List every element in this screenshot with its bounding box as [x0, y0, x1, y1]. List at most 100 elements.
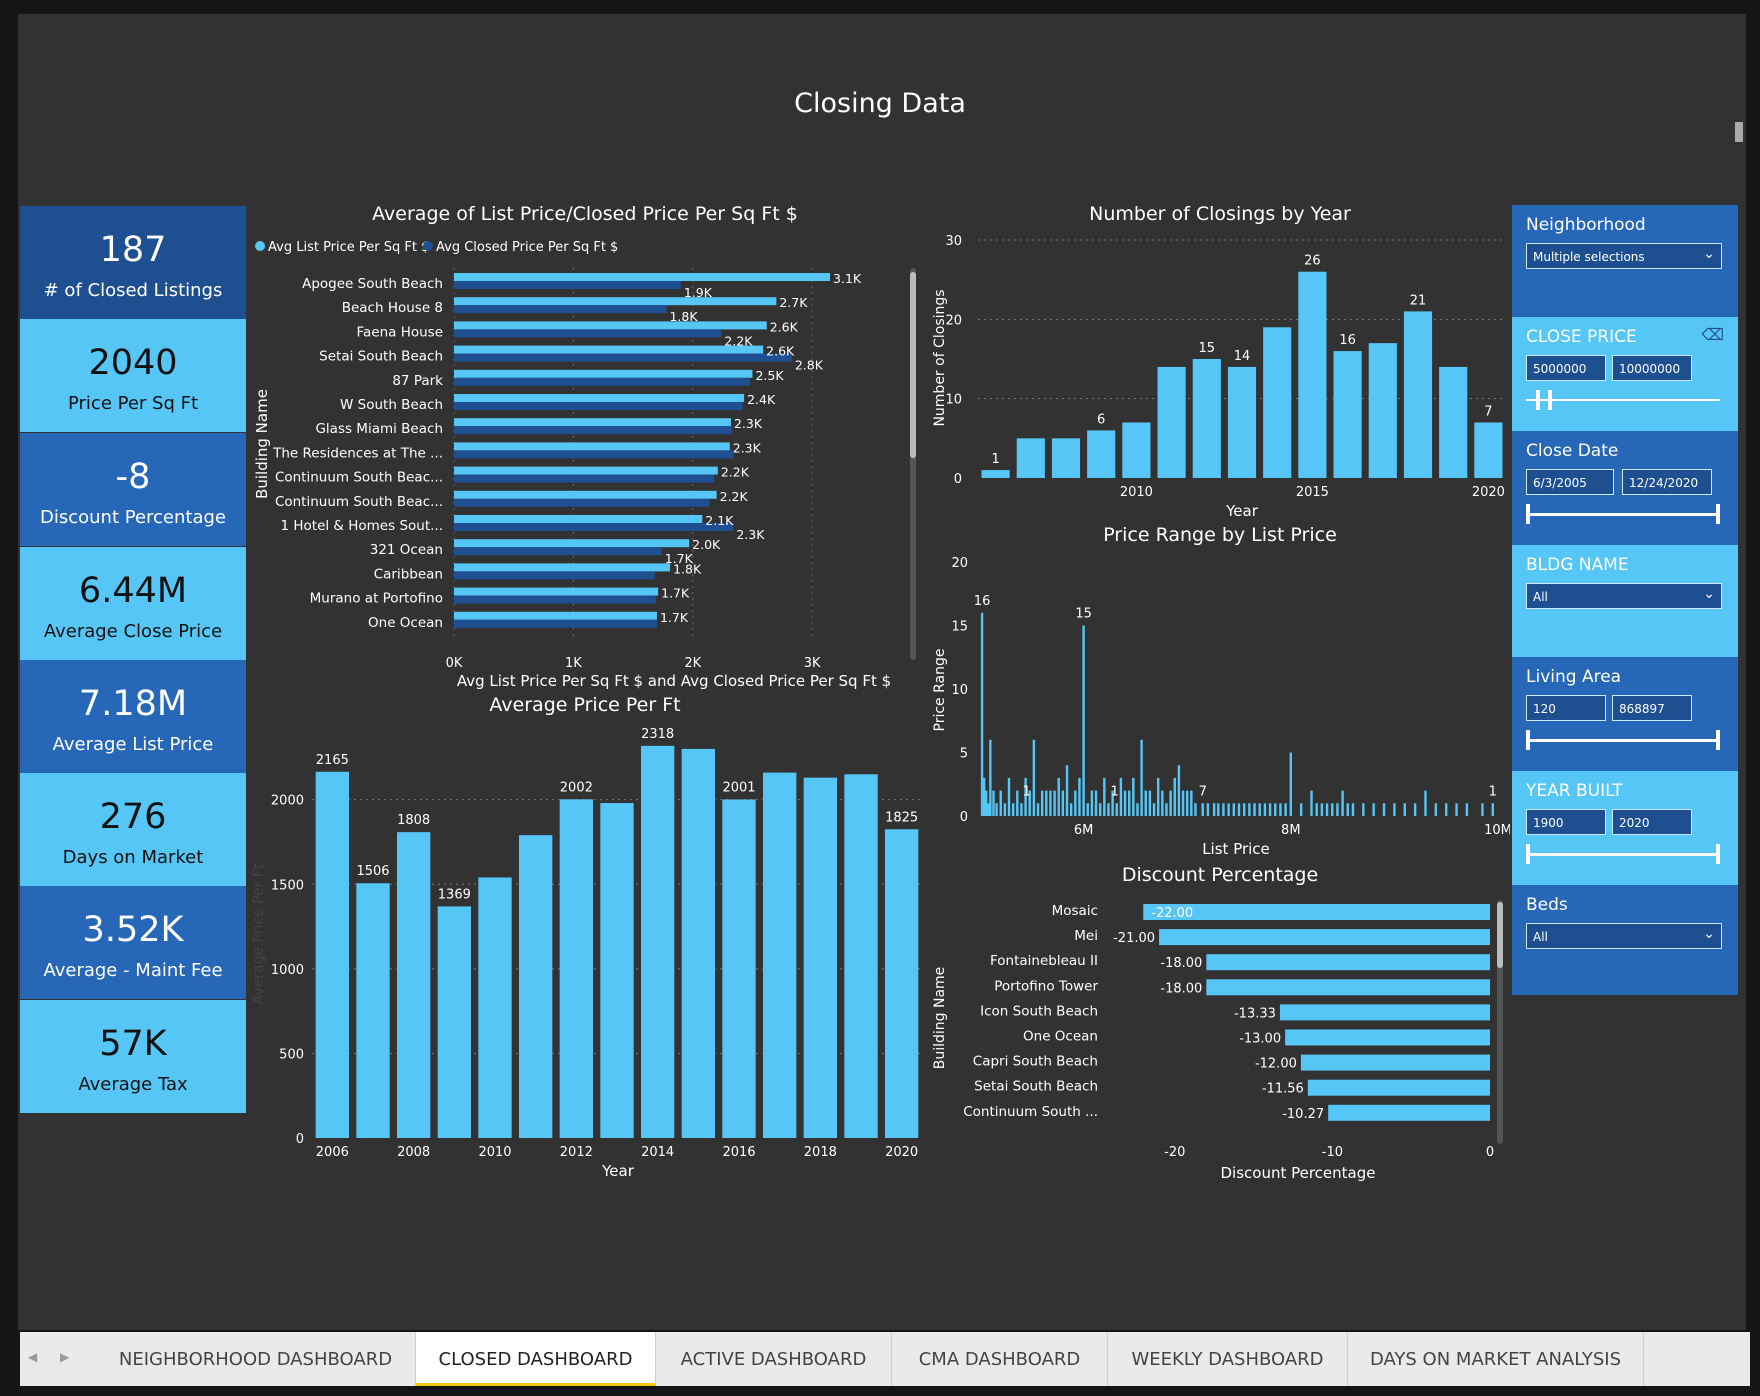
year-built-slider[interactable]	[1526, 844, 1720, 864]
bar	[722, 799, 756, 1138]
x-tick-label: 1K	[565, 656, 582, 671]
x-tick-label: 2K	[684, 656, 701, 671]
kpi-label: # of Closed Listings	[43, 280, 223, 301]
kpi-value: 57K	[99, 1024, 167, 1064]
bar	[1152, 803, 1156, 816]
page-title: Closing Data	[794, 88, 966, 119]
slicer-year-built: YEAR BUILT 1900 2020	[1512, 771, 1738, 885]
bar	[1368, 343, 1397, 478]
year-built-max-input[interactable]: 2020	[1612, 809, 1692, 835]
chevron-down-icon: ⌄	[1703, 926, 1715, 942]
bar	[1263, 803, 1267, 816]
page-scroll-thumb[interactable]	[1735, 122, 1743, 142]
data-label: 2001	[722, 780, 755, 795]
bar-closed-price	[454, 281, 681, 289]
year-built-min-input[interactable]: 1900	[1526, 809, 1606, 835]
beds-dropdown[interactable]: All ⌄	[1526, 923, 1722, 949]
bar	[803, 777, 838, 1138]
close-date-start-input[interactable]: 6/3/2005	[1526, 469, 1614, 495]
bar	[1232, 803, 1236, 816]
kpi-label: Average Close Price	[43, 621, 223, 642]
x-tick-label: 2008	[397, 1145, 430, 1160]
data-label: 1369	[438, 887, 471, 902]
slicer-beds: Beds All ⌄	[1512, 885, 1738, 995]
slider-handle-min[interactable]	[1526, 844, 1530, 864]
slider-handle-max[interactable]	[1548, 390, 1552, 410]
living-area-max-input[interactable]: 868897	[1612, 695, 1692, 721]
data-label: -22.00	[1151, 906, 1193, 921]
bar	[559, 799, 594, 1138]
slider-handle-min[interactable]	[1526, 504, 1530, 524]
kpi-label: Average List Price	[52, 734, 214, 755]
bar	[1051, 438, 1081, 478]
living-area-min-input[interactable]: 120	[1526, 695, 1606, 721]
tab-scroll-left-icon[interactable]: ◀	[28, 1350, 38, 1364]
tab-scroll-right-icon[interactable]: ▶	[60, 1350, 70, 1364]
category-label: 321 Ocean	[370, 542, 443, 558]
close-price-slider[interactable]	[1526, 390, 1720, 410]
kpi-value: 276	[99, 797, 167, 837]
legend-label: Avg Closed Price Per Sq Ft $	[436, 240, 618, 255]
slider-handle-max[interactable]	[1716, 844, 1720, 864]
slider-handle-min[interactable]	[1526, 730, 1530, 750]
eraser-icon[interactable]: ⌫	[1701, 325, 1724, 344]
bar	[1032, 739, 1036, 816]
tab-cma-dashboard[interactable]: CMA DASHBOARD	[892, 1332, 1108, 1386]
neighborhood-dropdown[interactable]: Multiple selections ⌄	[1526, 243, 1722, 269]
x-tick-label: 2006	[316, 1145, 349, 1160]
bar	[1331, 803, 1334, 816]
bar	[1333, 351, 1362, 478]
data-label: 1	[991, 452, 999, 467]
kpi-value: 3.52K	[82, 910, 184, 950]
apf-chart-title: Average Price Per Ft	[489, 694, 681, 716]
slider-handle-max[interactable]	[1716, 504, 1720, 524]
bar	[1481, 803, 1484, 816]
bar	[1061, 790, 1065, 816]
category-label: Setai South Beach	[319, 349, 443, 365]
category-label: Mosaic	[1052, 903, 1098, 919]
legend-marker	[255, 241, 265, 251]
bar	[1140, 739, 1143, 816]
slicer-living-area: Living Area 120 868897	[1512, 657, 1738, 771]
tab-days-on-market-analysis[interactable]: DAYS ON MARKET ANALYSIS	[1348, 1332, 1644, 1386]
discount-chart: -20 -10 0 Mosaic -22.00 Mei -21.00 Fontaineblea…	[932, 900, 1503, 1182]
close-date-slider[interactable]	[1526, 504, 1720, 524]
apf-chart: 0 500 1000 1500 2000 2165 1506 1808 1369 2002 2318…	[251, 727, 922, 1180]
bldg-name-dropdown[interactable]: All ⌄	[1526, 583, 1722, 609]
tab-active-dashboard[interactable]: ACTIVE DASHBOARD	[656, 1332, 892, 1386]
bar	[1285, 1029, 1490, 1046]
tab-weekly-dashboard[interactable]: WEEKLY DASHBOARD	[1108, 1332, 1348, 1386]
close-price-min-input[interactable]: 5000000	[1526, 355, 1606, 381]
slider-handle-max[interactable]	[1716, 730, 1720, 750]
y-axis-label: Building Name	[253, 389, 271, 499]
data-label: 2.6K	[770, 319, 799, 334]
slider-handle-min[interactable]	[1536, 390, 1540, 410]
tab-neighborhood-dashboard[interactable]: NEIGHBORHOOD DASHBOARD	[96, 1332, 416, 1386]
kpi-average-tax: 57K Average Tax	[20, 1000, 246, 1113]
x-tick-label: -10	[1322, 1145, 1343, 1160]
kpi-value: 6.44M	[78, 571, 188, 611]
y-tick-label: 1500	[271, 878, 304, 893]
bar	[1491, 803, 1495, 816]
slicer-title: Close Date	[1526, 441, 1619, 461]
kpi-value: -8	[115, 457, 151, 497]
y-tick-label: 1000	[271, 963, 304, 978]
tab-closed-dashboard[interactable]: CLOSED DASHBOARD	[416, 1332, 656, 1386]
y-tick-label: 0	[960, 810, 968, 825]
close-date-end-input[interactable]: 12/24/2020	[1622, 469, 1712, 495]
bar	[1148, 790, 1152, 816]
bar-list-price	[454, 345, 764, 354]
bar	[987, 803, 990, 816]
kpi-value: 187	[99, 230, 167, 270]
living-area-slider[interactable]	[1526, 730, 1720, 750]
bar	[1445, 803, 1448, 816]
bar	[992, 790, 995, 816]
kpi-discount-percentage: -8 Discount Percentage	[20, 433, 246, 546]
bar	[1298, 271, 1327, 478]
data-label: 1	[1111, 784, 1119, 799]
x-tick-label: 6M	[1074, 823, 1094, 838]
bar	[1057, 777, 1060, 816]
data-label: 15	[1075, 607, 1092, 622]
close-price-max-input[interactable]: 10000000	[1612, 355, 1692, 381]
